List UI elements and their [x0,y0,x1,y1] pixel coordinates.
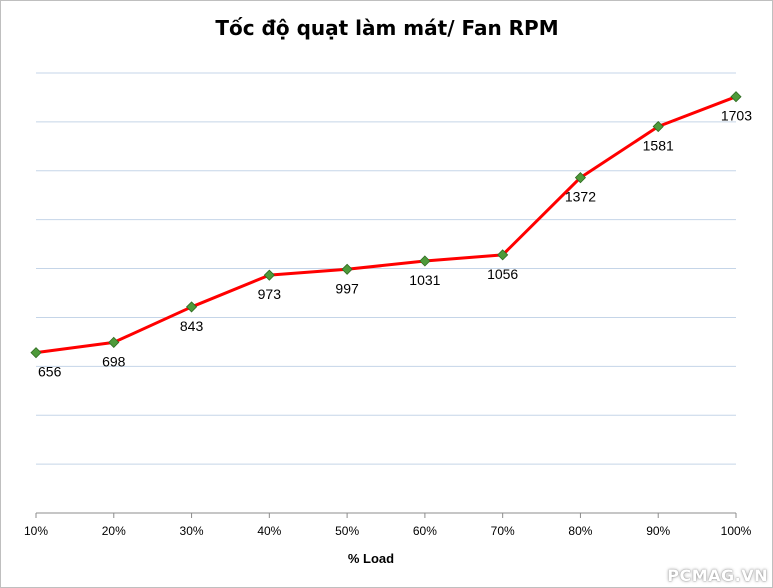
data-point-marker [652,120,664,133]
x-tick-label: 50% [335,524,359,538]
data-label: 656 [38,364,62,380]
watermark: PCMAG.VN [667,566,768,585]
x-tick-label: 60% [413,524,437,538]
data-label: 1056 [487,266,518,282]
x-axis [35,512,737,518]
gridlines [36,72,736,465]
data-point-marker [30,347,42,359]
x-tick-label: 20% [102,524,126,538]
data-label: 973 [258,286,282,302]
series-line-path [35,95,737,355]
x-axis-label: % Load [348,551,394,566]
data-label: 1031 [409,272,440,288]
data-label: 1581 [643,138,674,154]
x-tick-label: 10% [24,524,48,538]
data-label: 1703 [721,108,752,124]
x-tick-label: 80% [568,524,592,538]
x-tick-label: 40% [257,524,281,538]
data-point-marker [108,336,120,348]
data-point-marker [730,91,742,103]
x-tick-label: 100% [721,524,752,538]
data-label: 1372 [565,189,596,205]
data-label: 698 [102,353,126,369]
data-point-marker [185,301,198,313]
x-tick-label: 30% [180,524,204,538]
data-point-marker [574,172,587,184]
data-label: 843 [180,318,204,334]
data-point-marker [497,249,509,261]
data-point-marker [341,263,353,275]
chart-title: Tốc độ quạt làm mát/ Fan RPM [215,16,558,40]
data-label: 997 [335,280,359,296]
series-markers [30,91,742,359]
x-tick-label: 70% [491,524,515,538]
data-labels: 656 698 843 973 997 1031 1056 1372 1581 1703 [38,108,752,380]
x-tick-label: 90% [646,524,670,538]
x-tick-labels: 10% 20% 30% 40% 50% 60% 70% 80% 90% 100% [24,524,752,538]
series-line [35,95,737,355]
data-point-marker [419,255,431,267]
data-point-marker [263,269,275,281]
